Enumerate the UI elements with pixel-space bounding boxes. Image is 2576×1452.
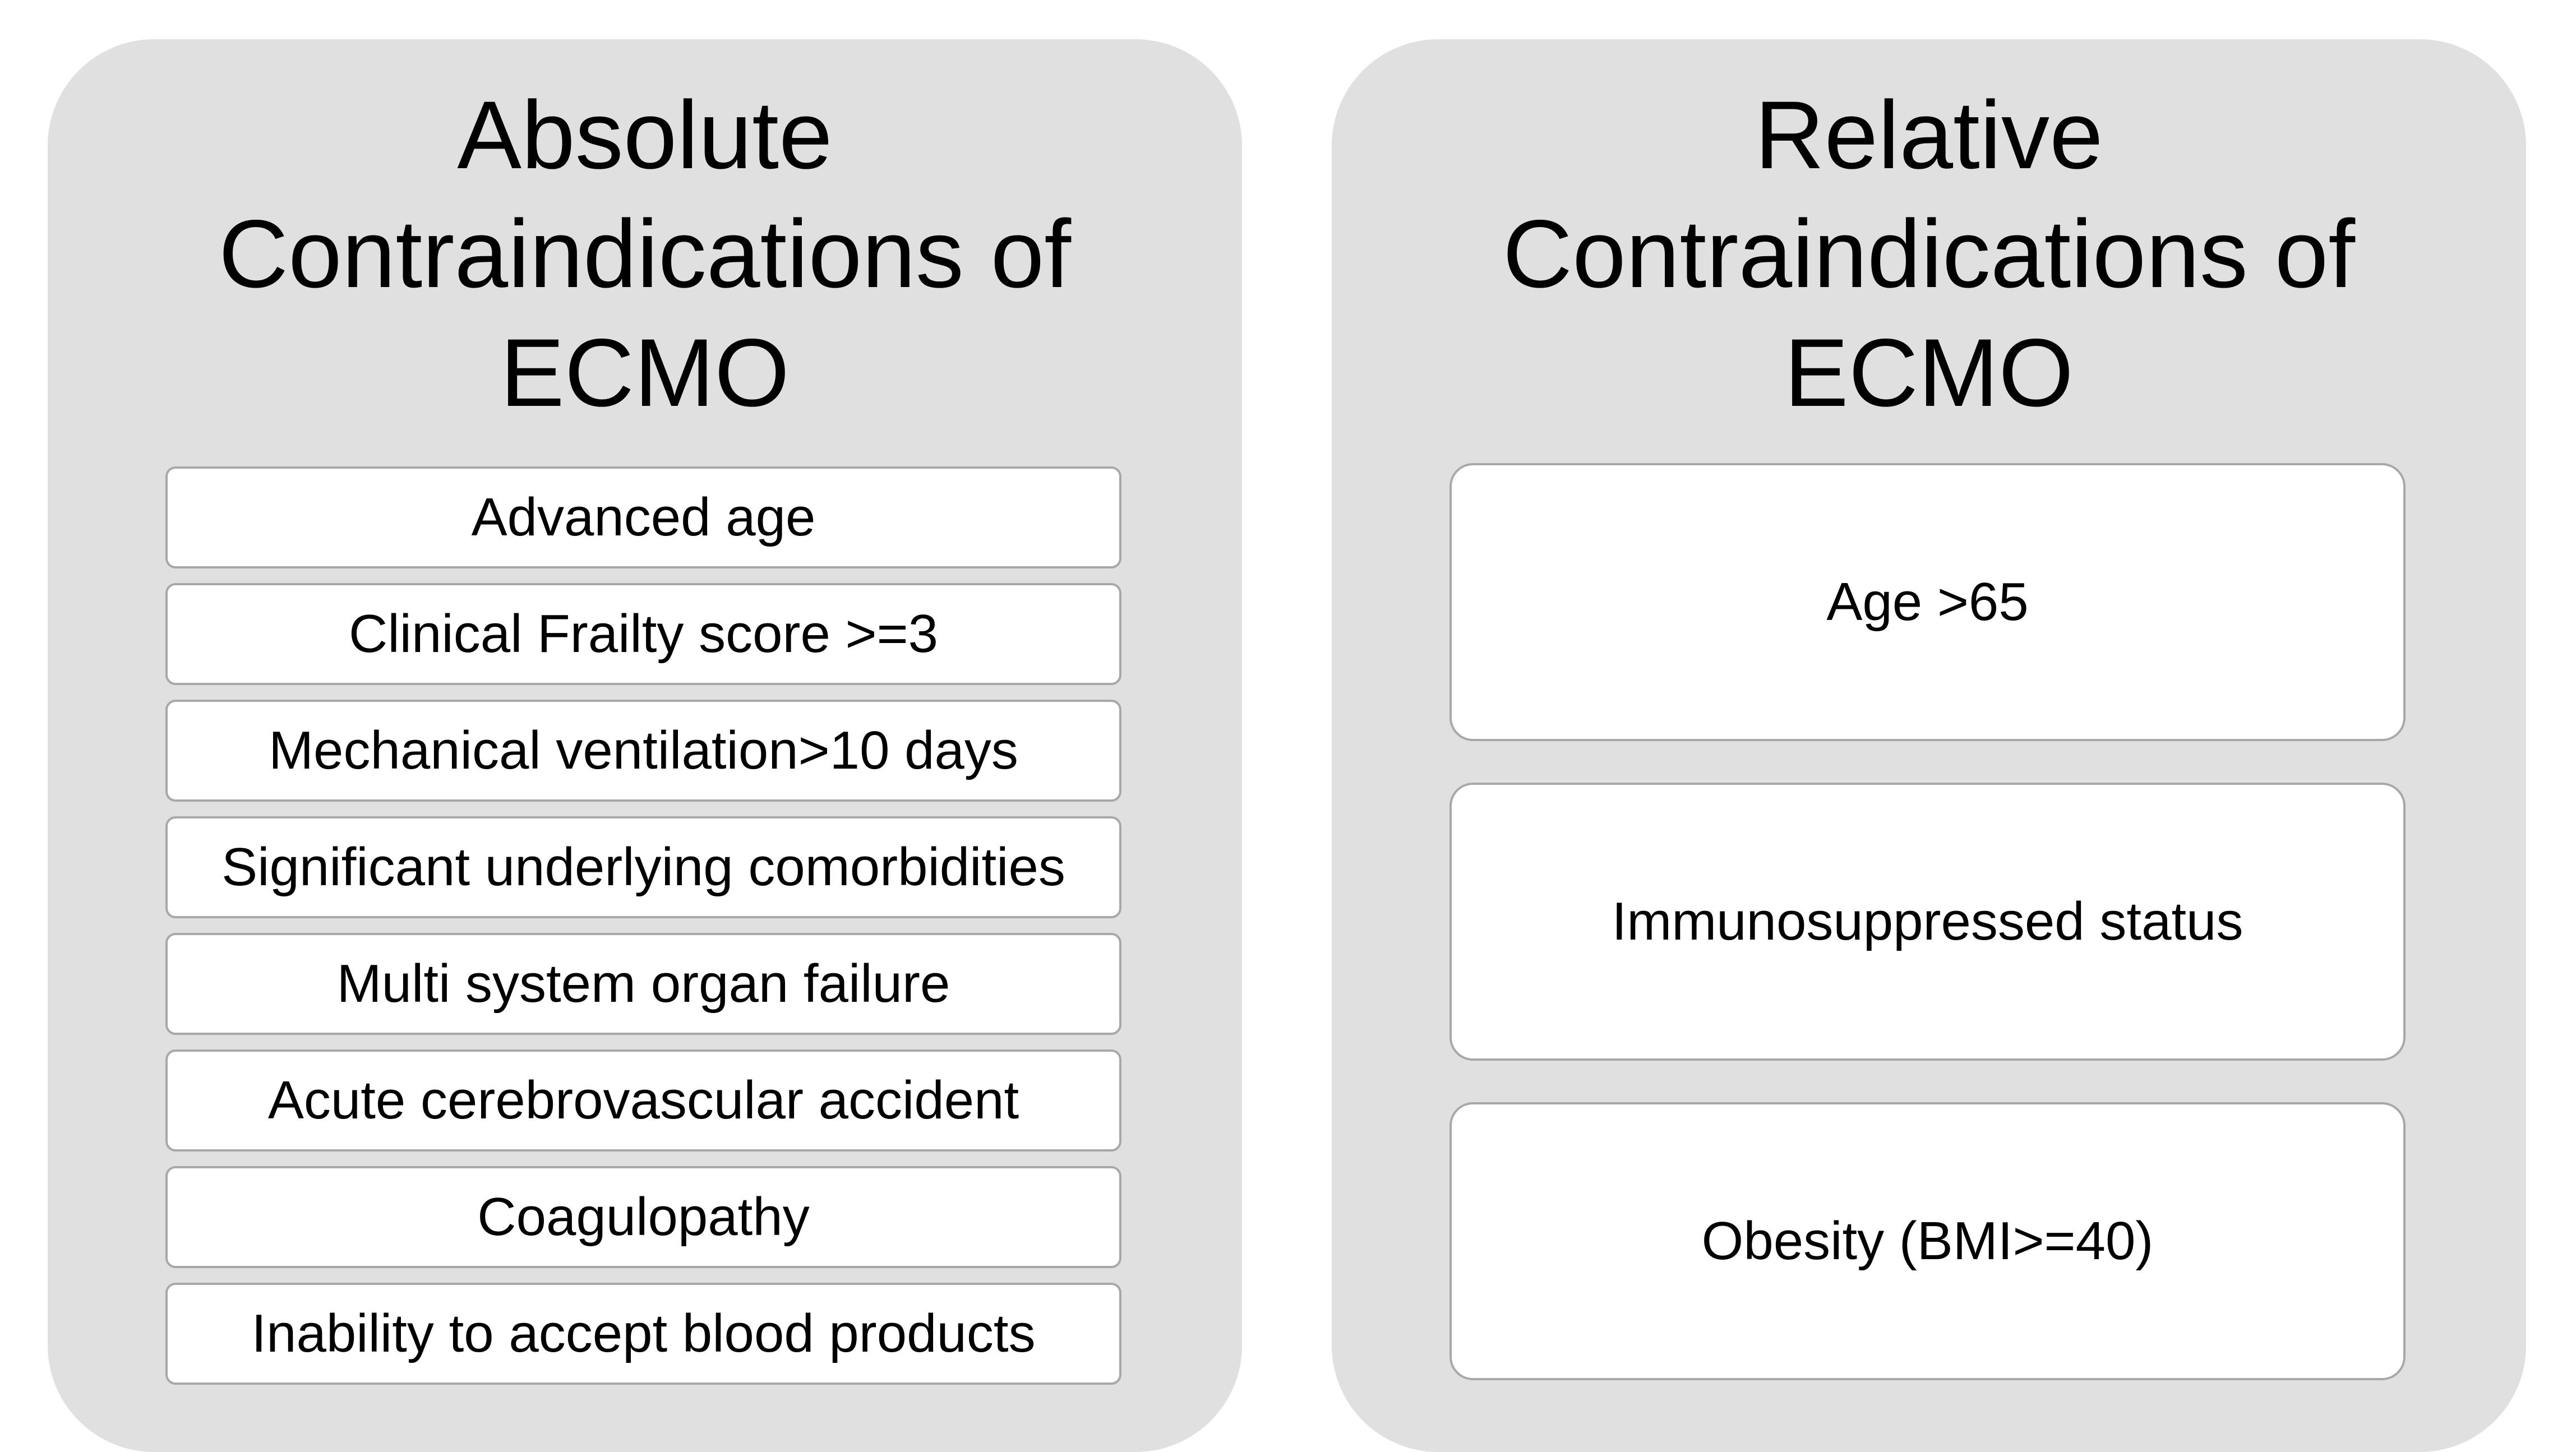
relative-item-immunosuppressed: Immunosuppressed status <box>1449 783 2406 1061</box>
relative-item-age: Age >65 <box>1449 463 2406 741</box>
absolute-contraindications-panel: Absolute Contraindications of ECMO Advan… <box>48 39 1242 1452</box>
absolute-item-coagulopathy: Coagulopathy <box>165 1166 1121 1268</box>
absolute-title-line-3: ECMO <box>500 319 790 427</box>
absolute-panel-title: Absolute Contraindications of ECMO <box>48 76 1242 432</box>
absolute-item-organ-failure: Multi system organ failure <box>165 933 1121 1035</box>
absolute-item-blood-products: Inability to accept blood products <box>165 1283 1121 1385</box>
absolute-item-cerebrovascular-accident: Acute cerebrovascular accident <box>165 1049 1121 1152</box>
absolute-title-line-2: Contraindications of <box>218 200 1072 308</box>
absolute-item-clinical-frailty: Clinical Frailty score >=3 <box>165 583 1121 685</box>
absolute-item-comorbidities: Significant underlying comorbidities <box>165 816 1121 918</box>
relative-item-obesity: Obesity (BMI>=40) <box>1449 1102 2406 1380</box>
absolute-title-line-1: Absolute <box>457 81 833 189</box>
relative-title-line-1: Relative <box>1755 81 2103 189</box>
absolute-item-mechanical-ventilation: Mechanical ventilation>10 days <box>165 700 1121 802</box>
relative-contraindications-panel: Relative Contraindications of ECMO Age >… <box>1332 39 2526 1452</box>
absolute-item-advanced-age: Advanced age <box>165 466 1121 568</box>
relative-title-line-2: Contraindications of <box>1502 200 2356 308</box>
relative-title-line-3: ECMO <box>1784 319 2074 427</box>
relative-panel-title: Relative Contraindications of ECMO <box>1332 76 2526 432</box>
